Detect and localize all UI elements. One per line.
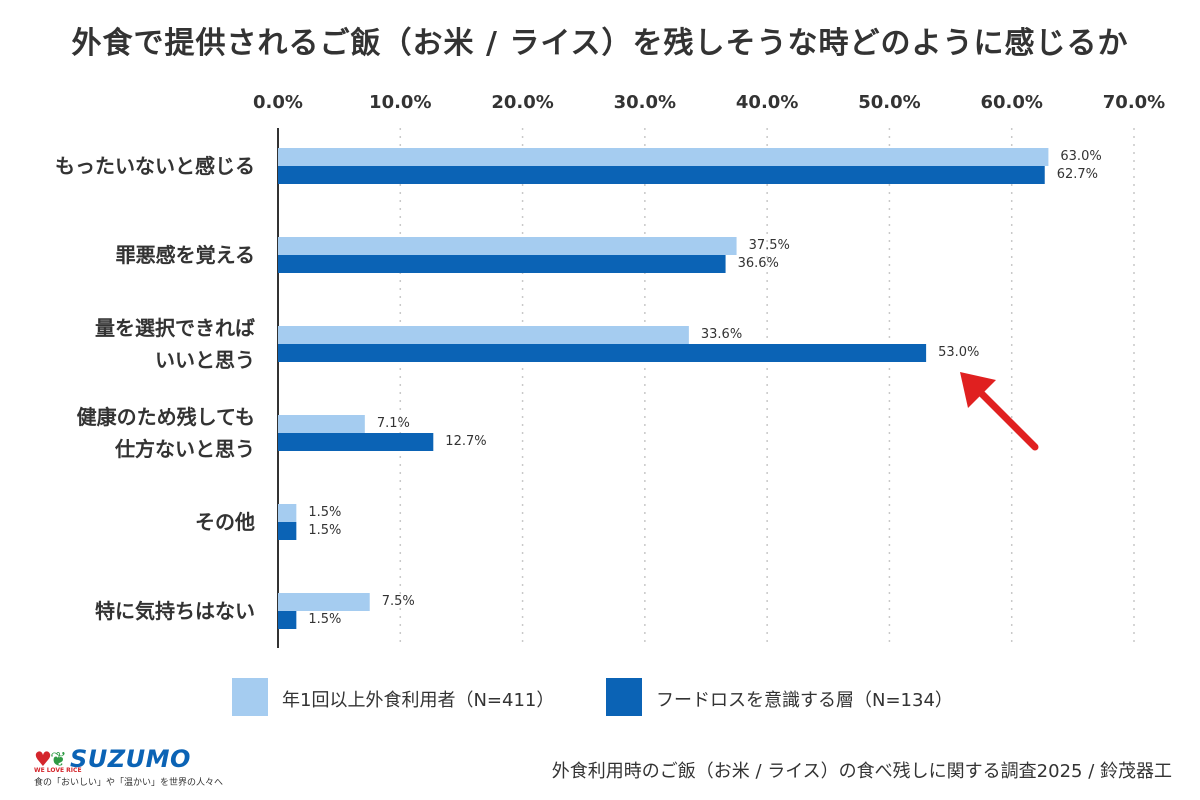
logo-tagline: 食の「おいしい」や「温かい」を世界の人々へ	[34, 778, 224, 788]
x-tick-label: 70.0%	[1102, 92, 1166, 113]
category-label: 量を選択できれば いいと思う	[95, 316, 255, 372]
bar-series2	[278, 344, 927, 362]
bar-series1	[278, 326, 689, 344]
x-tick-label: 20.0%	[491, 92, 554, 113]
bar-series2	[278, 255, 726, 273]
category-label: もったいないと感じる	[55, 154, 255, 178]
legend-label-series2: フードロスを意識する層（N=134）	[656, 690, 953, 711]
category-label: その他	[195, 510, 255, 534]
value-label: 36.6%	[737, 256, 779, 271]
value-label: 7.5%	[381, 594, 415, 609]
bar-series1	[278, 504, 297, 522]
value-label: 1.5%	[308, 612, 342, 627]
bar-series1	[278, 415, 365, 433]
logo-brand: SUZUMO	[70, 745, 191, 773]
bar-series2	[278, 522, 297, 540]
bar-series2	[278, 611, 297, 629]
x-tick-label: 50.0%	[858, 92, 921, 113]
x-tick-label: 0.0%	[253, 92, 303, 113]
value-label: 37.5%	[748, 238, 790, 253]
arrow-icon	[960, 372, 1039, 451]
x-tick-label: 30.0%	[613, 92, 677, 113]
leaf-icon: ❦	[50, 747, 67, 771]
chart-title: 外食で提供されるご飯（お米 / ライス）を残しそうな時どのように感じるか	[71, 26, 1129, 61]
category-label: 特に気持ちはない	[95, 599, 255, 623]
value-label: 33.6%	[700, 327, 743, 342]
x-tick-label: 10.0%	[369, 92, 432, 113]
value-label: 7.1%	[376, 416, 410, 431]
logo-small-text: WE LOVE RICE	[34, 767, 82, 774]
x-tick-label: 60.0%	[980, 92, 1043, 113]
bar-series2	[278, 166, 1045, 184]
legend-swatch-series2	[606, 678, 642, 716]
value-label: 62.7%	[1056, 167, 1099, 182]
bar-series1	[278, 237, 737, 255]
category-label: 健康のため残しても 仕方ないと思う	[76, 405, 255, 461]
legend: 年1回以上外食利用者（N=411） フードロスを意識する層（N=134）	[0, 678, 1200, 722]
x-tick-label: 40.0%	[735, 92, 799, 113]
legend-label-series1: 年1回以上外食利用者（N=411）	[282, 690, 555, 711]
value-label: 12.7%	[445, 434, 487, 449]
suzumo-logo: ♥ ❦ WE LOVE RICE SUZUMO 食の「おいしい」や「温かい」を世…	[34, 745, 223, 789]
bar-series1	[278, 148, 1049, 166]
value-label: 1.5%	[308, 505, 342, 520]
bar-series1	[278, 593, 370, 611]
value-label: 1.5%	[308, 523, 342, 538]
value-label: 53.0%	[938, 345, 980, 360]
heart-icon: ♥	[34, 747, 52, 771]
legend-swatch-series1	[232, 678, 268, 716]
value-label: 63.0%	[1060, 149, 1102, 164]
bar-series2	[278, 433, 434, 451]
source-note: 外食利用時のご飯（お米 / ライス）の食べ残しに関する調査2025 / 鈴茂器工	[551, 761, 1172, 782]
category-label: 罪悪感を覚える	[115, 243, 255, 267]
